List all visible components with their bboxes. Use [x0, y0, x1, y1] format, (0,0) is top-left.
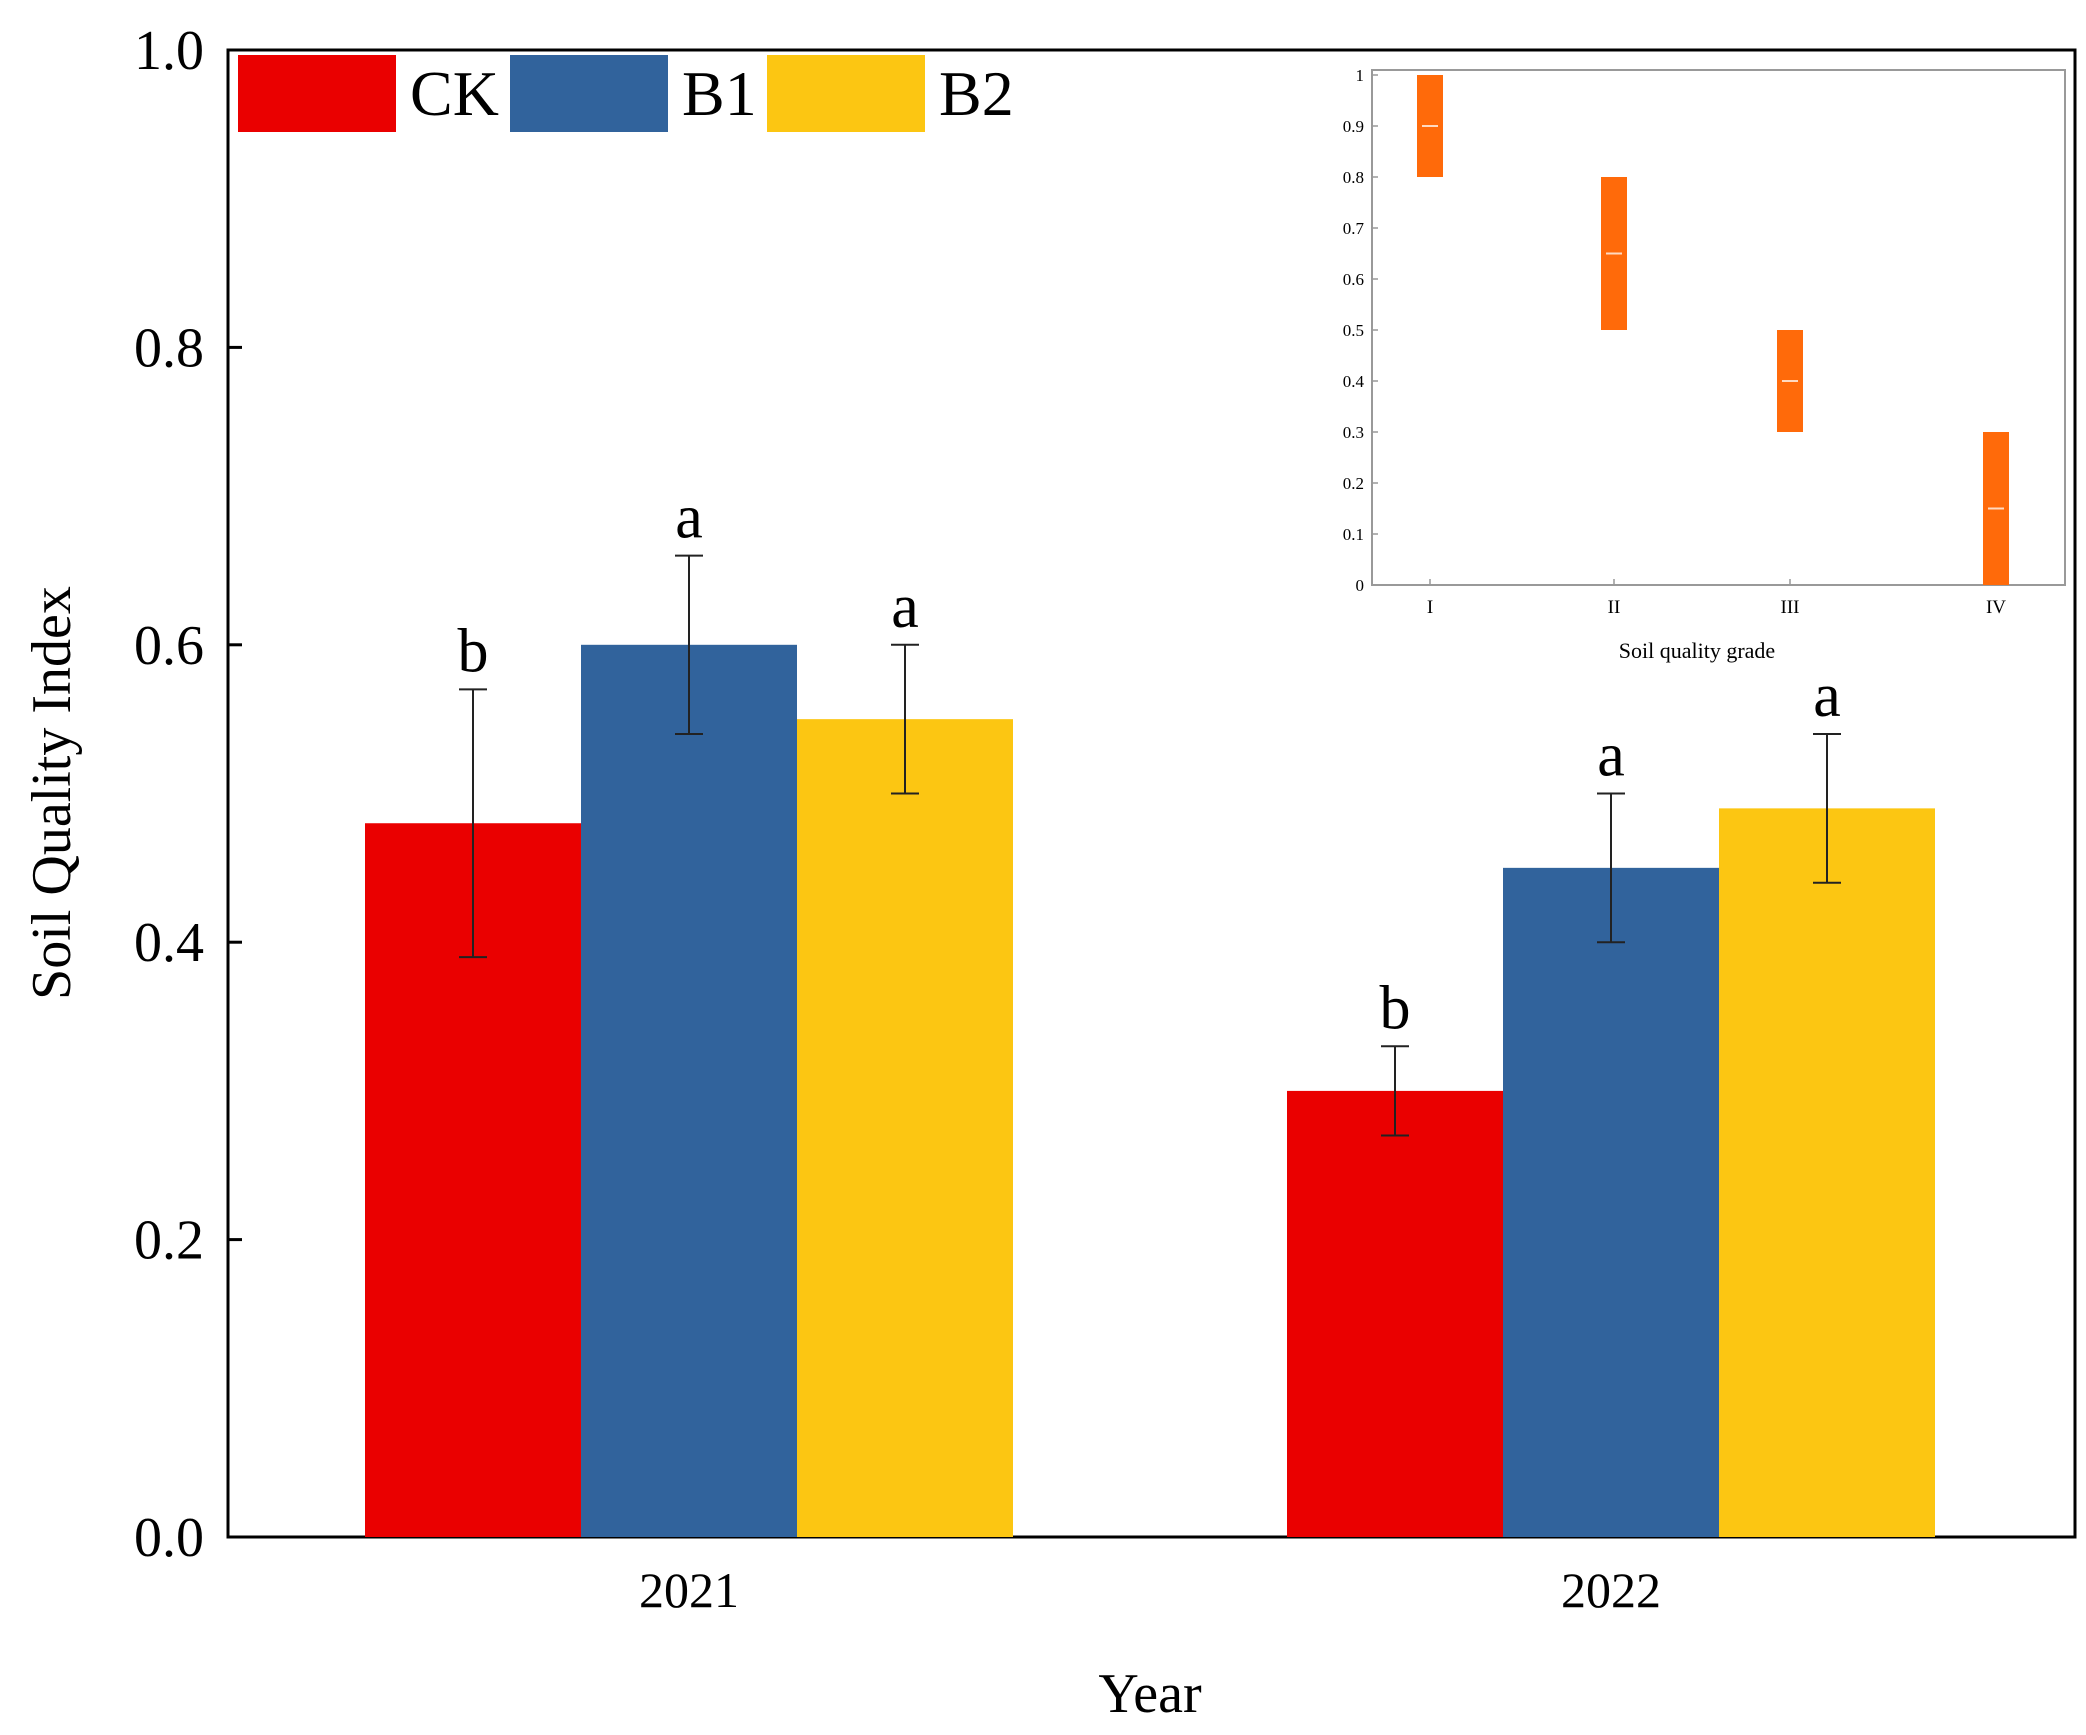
bar — [581, 644, 797, 1537]
significance-letter: a — [1813, 662, 1841, 730]
legend: CK B1 B2 — [238, 55, 1014, 132]
y-tick-label: 0.4 — [134, 912, 204, 974]
legend-label: CK — [410, 58, 499, 129]
inset-y-tick-label: 0.7 — [1343, 219, 1365, 238]
bar — [1719, 808, 1935, 1537]
inset-y-tick-label: 0.6 — [1343, 270, 1364, 289]
inset-y-tick-label: 0.8 — [1343, 168, 1364, 187]
significance-letter: a — [675, 484, 703, 552]
y-tick-label: 0.6 — [134, 615, 204, 677]
legend-swatch — [767, 55, 925, 132]
legend-swatch — [510, 55, 668, 132]
main-plot-frame — [226, 48, 2077, 1539]
y-axis-label: Soil Quality Index — [21, 586, 83, 1000]
bar — [1287, 1090, 1503, 1537]
significance-letter: a — [1597, 722, 1625, 790]
significance-letter: a — [891, 573, 919, 641]
x-tick-label: 2021 — [639, 1562, 739, 1618]
significance-letter: b — [458, 617, 489, 685]
inset-y-tick-label: 0.9 — [1343, 117, 1364, 136]
inset-y-tick-label: 0.3 — [1343, 423, 1364, 442]
inset-y-tick-label: 0.2 — [1343, 474, 1364, 493]
inset-x-tick-label: III — [1781, 597, 1800, 618]
inset-y-tick-label: 0 — [1356, 576, 1365, 595]
y-tick-label: 1.0 — [134, 20, 204, 82]
legend-label: B2 — [939, 58, 1014, 129]
y-tick-label: 0.0 — [134, 1507, 204, 1569]
y-tick-label: 0.8 — [134, 317, 204, 379]
legend-swatch — [238, 55, 396, 132]
inset-y-tick-label: 0.1 — [1343, 525, 1364, 544]
legend-label: B1 — [682, 58, 757, 129]
significance-letter: b — [1380, 974, 1411, 1042]
inset-plot-frame — [1371, 69, 2066, 586]
bar — [797, 719, 1013, 1537]
bar — [1503, 867, 1719, 1537]
inset-x-tick-label: IV — [1986, 597, 2006, 618]
inset-x-axis-label: Soil quality grade — [1619, 638, 1775, 663]
inset-y-tick-label: 1 — [1356, 66, 1365, 85]
y-tick-label: 0.2 — [134, 1210, 204, 1272]
inset-x-tick-label: II — [1608, 597, 1621, 618]
x-tick-label: 2022 — [1561, 1562, 1661, 1618]
inset-x-tick-label: I — [1427, 597, 1433, 618]
x-axis-label: Year — [1098, 1663, 1202, 1725]
inset-y-tick-label: 0.4 — [1343, 372, 1365, 391]
inset-y-tick-label: 0.5 — [1343, 321, 1364, 340]
